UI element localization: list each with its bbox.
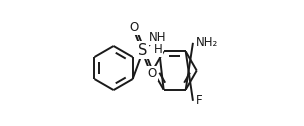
Text: NH₂: NH₂ <box>195 36 218 49</box>
Text: S: S <box>139 43 148 58</box>
Text: H: H <box>154 43 163 56</box>
Text: O: O <box>130 21 139 34</box>
Text: F: F <box>195 94 202 107</box>
Text: NH: NH <box>149 31 166 44</box>
Text: O: O <box>147 67 157 80</box>
